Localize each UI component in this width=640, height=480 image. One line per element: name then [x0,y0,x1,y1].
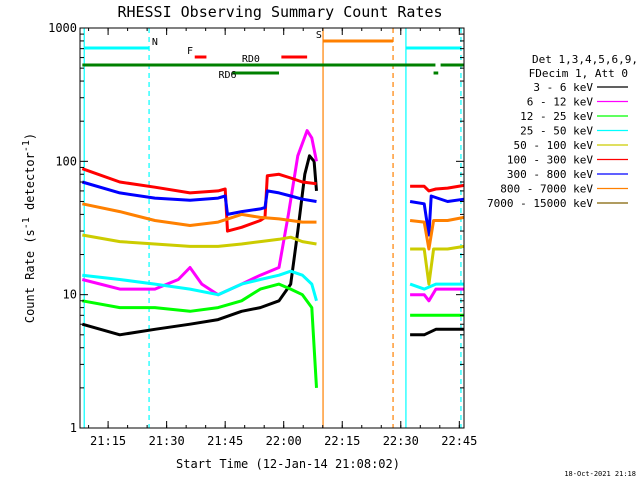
flag-label-0: N [152,37,158,48]
legend-label-1: 6 - 12 keV [527,96,594,109]
y-axis-label-end-sup: -1 [21,140,32,152]
flag-label-3: RD0 [242,54,260,65]
flag-label-2: F [187,46,193,57]
series-line-4-points [82,233,317,248]
legend-label-7: 800 - 7000 keV [500,183,593,196]
legend-label-4: 50 - 100 keV [514,139,594,152]
legend-label-8: 7000 - 15000 keV [487,197,593,210]
flag-label-1: S [316,30,322,41]
plot-frame [79,27,465,429]
axis-layer: 21:15 21:30 21:45 22:00 22:15 22:30 22:45 1 10 10… [48,21,477,448]
legend-header-line-2: FDecim 1, Att 0 [529,67,628,80]
x-tick-label-1: 21:30 [149,434,185,448]
y-axis-label: Count Rate (s-1 detector-1) [21,133,37,323]
series-line-1-after [410,287,464,303]
series-line-0-points [81,154,318,337]
series-line-0-after [410,327,464,337]
series-line-4-after [410,244,465,286]
data-layer [81,28,465,428]
series-line-5-after [410,183,465,193]
x-tick-label-0: 21:15 [90,434,126,448]
footer-timestamp: 18-Oct-2021 21:18 [564,470,636,478]
x-tick-label-2: 21:45 [207,434,243,448]
legend: Det 1,3,4,5,6,9, FDecim 1, Att 0 3 - 6 k… [487,53,638,210]
series-line-6-after [409,194,465,237]
series-line-3-after [409,282,464,291]
series-line-3-points [82,269,318,302]
y-axis-label-sup: -1 [21,217,32,229]
series-line-7-points [81,202,317,227]
legend-label-0: 3 - 6 keV [533,81,593,94]
y-tick-label-0: 1 [70,421,77,435]
flag-layer: N S F RD0 RD6 [82,30,464,81]
legend-label-5: 100 - 300 keV [507,154,593,167]
series-line-6-points [81,180,317,216]
x-tick-label-3: 22:00 [266,434,302,448]
y-axis-label-end: detector [23,152,37,217]
x-tick-label-6: 22:45 [441,434,477,448]
legend-header-line-1: Det 1,3,4,5,6,9, [532,53,638,66]
y-tick-label-3: 1000 [48,21,77,35]
y-axis-label-main: Count Rate (s [23,229,37,323]
flag-label-4: RD6 [218,70,236,81]
series-line-2-points [82,282,318,388]
y-tick-label-2: 100 [55,154,77,168]
series-line-5-points [81,167,317,233]
legend-label-2: 12 - 25 keV [520,110,593,123]
legend-label-3: 25 - 50 keV [520,125,593,138]
series-line-7-after [409,215,465,251]
chart-title: RHESSI Observing Summary Count Rates [117,3,442,21]
y-axis-label-close: ) [23,133,37,140]
x-tick-label-5: 22:30 [383,434,419,448]
x-axis-label: Start Time (12-Jan-14 21:08:02) [176,457,400,471]
x-tick-label-4: 22:15 [324,434,360,448]
legend-label-6: 300 - 800 keV [507,168,593,181]
y-tick-label-1: 10 [63,288,77,302]
